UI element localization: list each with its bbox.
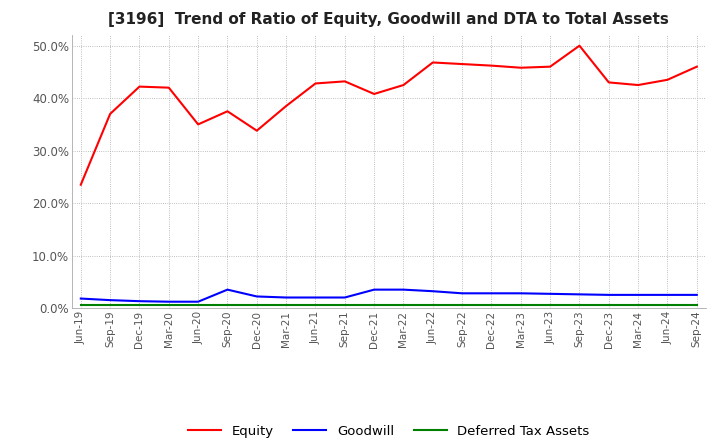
Deferred Tax Assets — [663, 303, 672, 308]
Deferred Tax Assets — [605, 303, 613, 308]
Legend: Equity, Goodwill, Deferred Tax Assets: Equity, Goodwill, Deferred Tax Assets — [183, 420, 595, 440]
Equity — [223, 109, 232, 114]
Equity — [487, 63, 496, 68]
Deferred Tax Assets — [575, 303, 584, 308]
Deferred Tax Assets — [76, 303, 85, 308]
Equity — [311, 81, 320, 86]
Equity — [164, 85, 173, 90]
Equity — [341, 79, 349, 84]
Equity — [693, 64, 701, 70]
Goodwill — [605, 292, 613, 297]
Deferred Tax Assets — [341, 303, 349, 308]
Line: Equity: Equity — [81, 46, 697, 185]
Deferred Tax Assets — [370, 303, 379, 308]
Equity — [370, 92, 379, 97]
Goodwill — [634, 292, 642, 297]
Goodwill — [487, 291, 496, 296]
Goodwill — [311, 295, 320, 300]
Deferred Tax Assets — [311, 303, 320, 308]
Goodwill — [341, 295, 349, 300]
Equity — [516, 65, 525, 70]
Goodwill — [223, 287, 232, 292]
Goodwill — [135, 299, 144, 304]
Deferred Tax Assets — [106, 303, 114, 308]
Line: Goodwill: Goodwill — [81, 290, 697, 302]
Equity — [634, 82, 642, 88]
Equity — [106, 111, 114, 117]
Deferred Tax Assets — [634, 303, 642, 308]
Deferred Tax Assets — [428, 303, 437, 308]
Deferred Tax Assets — [253, 303, 261, 308]
Deferred Tax Assets — [458, 303, 467, 308]
Equity — [605, 80, 613, 85]
Goodwill — [575, 292, 584, 297]
Equity — [194, 122, 202, 127]
Equity — [76, 182, 85, 187]
Deferred Tax Assets — [399, 303, 408, 308]
Goodwill — [370, 287, 379, 292]
Goodwill — [282, 295, 290, 300]
Equity — [135, 84, 144, 89]
Goodwill — [458, 291, 467, 296]
Title: [3196]  Trend of Ratio of Equity, Goodwill and DTA to Total Assets: [3196] Trend of Ratio of Equity, Goodwil… — [109, 12, 669, 27]
Goodwill — [546, 291, 554, 297]
Goodwill — [693, 292, 701, 297]
Goodwill — [253, 294, 261, 299]
Deferred Tax Assets — [693, 303, 701, 308]
Goodwill — [516, 291, 525, 296]
Deferred Tax Assets — [546, 303, 554, 308]
Equity — [399, 82, 408, 88]
Equity — [575, 43, 584, 48]
Goodwill — [106, 297, 114, 303]
Deferred Tax Assets — [487, 303, 496, 308]
Equity — [546, 64, 554, 70]
Deferred Tax Assets — [194, 303, 202, 308]
Equity — [458, 62, 467, 67]
Deferred Tax Assets — [282, 303, 290, 308]
Deferred Tax Assets — [516, 303, 525, 308]
Goodwill — [399, 287, 408, 292]
Equity — [428, 60, 437, 65]
Deferred Tax Assets — [223, 303, 232, 308]
Equity — [663, 77, 672, 82]
Equity — [253, 128, 261, 133]
Goodwill — [663, 292, 672, 297]
Goodwill — [194, 299, 202, 304]
Deferred Tax Assets — [135, 303, 144, 308]
Goodwill — [164, 299, 173, 304]
Deferred Tax Assets — [164, 303, 173, 308]
Goodwill — [428, 289, 437, 294]
Goodwill — [76, 296, 85, 301]
Equity — [282, 103, 290, 109]
